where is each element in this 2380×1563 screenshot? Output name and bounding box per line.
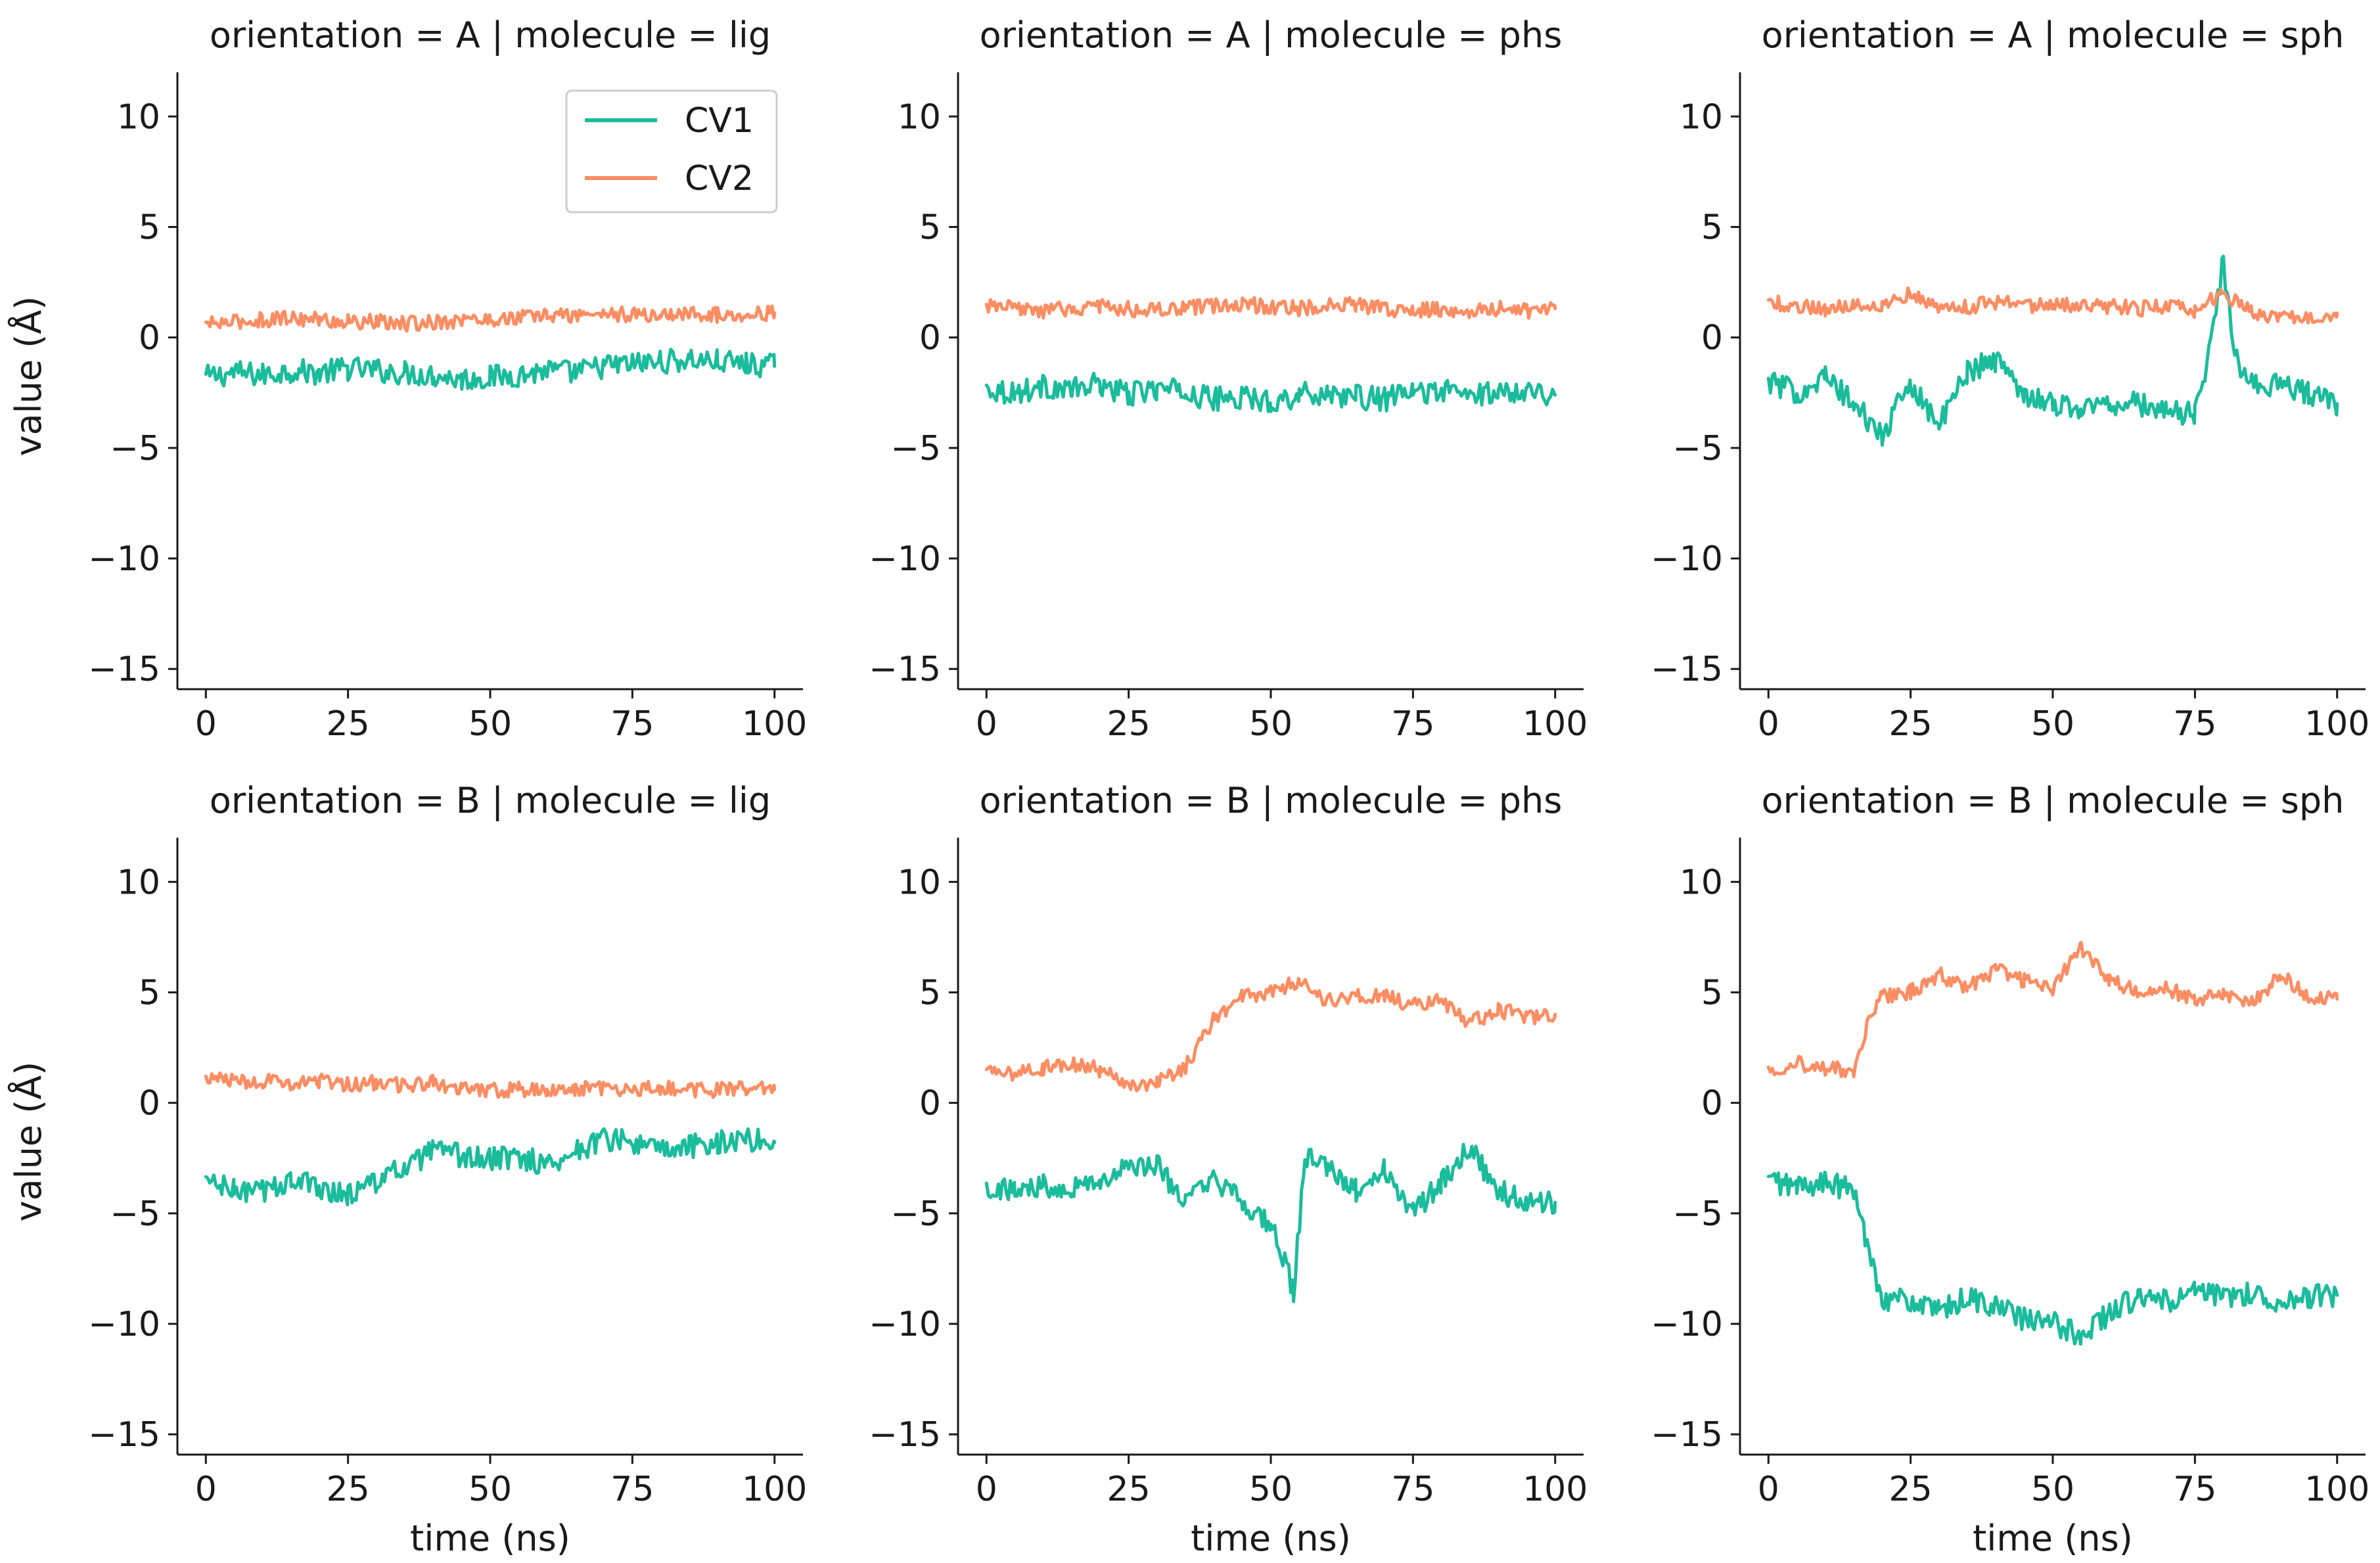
legend-label-cv1: CV1 [685,101,754,141]
panel-title: orientation = A | molecule = sph [1762,14,2345,56]
x-axis-label: time (ns) [410,1518,570,1559]
panel-3: orientation = A | molecule = sph −15 −10 −5… [1651,14,2369,744]
y-tick-label: 5 [1701,208,1723,247]
y-tick-label: −10 [1651,539,1723,579]
x-tick-label: 75 [2173,704,2216,744]
y-tick-label: −10 [1651,1305,1723,1344]
x-tick-label: 50 [469,1470,512,1509]
y-tick-label: 5 [139,973,160,1012]
x-tick-label: 100 [2304,704,2369,744]
y-tick-label: −15 [1651,650,1723,689]
y-tick-label: 5 [139,208,160,247]
x-tick-label: 0 [976,1470,997,1509]
y-tick-label: −15 [1651,1415,1723,1455]
y-axis-label: value (Å) [7,1062,49,1222]
x-tick-label: 0 [1758,704,1779,744]
x-tick-label: 100 [742,704,807,744]
y-tick-label: 10 [898,97,941,137]
panel-title: orientation = B | molecule = phs [980,780,1563,821]
y-tick-label: −5 [1672,429,1723,468]
series-line-cv1 [204,1127,777,1207]
x-tick-label: 100 [1522,704,1588,744]
series-line-cv2 [1766,286,2339,325]
y-tick-label: 0 [139,319,160,358]
y-tick-label: 5 [919,973,941,1012]
y-tick-label: 10 [117,97,160,137]
y-tick-label: −5 [890,1194,941,1234]
series-line-cv2 [984,296,1557,320]
panel-title: orientation = A | molecule = lig [210,14,771,56]
y-axis-label: value (Å) [7,296,49,457]
series-line-cv1 [1766,1170,2339,1346]
y-tick-label: 0 [919,319,941,358]
panel-title: orientation = A | molecule = phs [980,14,1563,56]
y-tick-label: −10 [88,539,160,579]
y-tick-label: 0 [1701,319,1723,358]
y-tick-label: −10 [869,539,941,579]
panel-1: orientation = A | molecule = lig −15 −10 −5… [7,14,807,744]
x-tick-label: 100 [2304,1470,2369,1509]
y-tick-label: 10 [1680,863,1723,902]
series-line-cv2 [984,976,1557,1093]
series-line-cv1 [984,1143,1557,1303]
x-tick-label: 0 [195,1470,217,1509]
x-tick-label: 25 [1889,704,1933,744]
x-tick-label: 25 [1107,704,1151,744]
y-tick-label: −10 [88,1305,160,1344]
panel-5: orientation = B | molecule = phs −15 −10 −5… [869,780,1588,1559]
series-line-cv1 [1766,254,2339,447]
x-tick-label: 50 [469,704,512,744]
series-line-cv2 [1766,941,2339,1079]
x-tick-label: 50 [2031,1470,2074,1509]
y-tick-label: 10 [1680,97,1723,137]
y-tick-label: −10 [869,1305,941,1344]
y-tick-label: 0 [139,1084,160,1123]
x-tick-label: 25 [1889,1470,1933,1509]
y-tick-label: 0 [919,1084,941,1123]
y-tick-label: −15 [869,650,941,689]
panel-title: orientation = B | molecule = sph [1762,780,2345,821]
x-tick-label: 50 [1249,1470,1293,1509]
x-axis-label: time (ns) [1973,1518,2133,1559]
x-tick-label: 25 [327,1470,370,1509]
panel-title: orientation = B | molecule = lig [210,780,771,821]
y-tick-label: 5 [1701,973,1723,1012]
x-tick-label: 25 [327,704,370,744]
y-tick-label: −15 [88,1415,160,1455]
y-tick-label: 10 [898,863,941,902]
x-axis-label: time (ns) [1191,1518,1351,1559]
y-tick-label: −5 [110,429,160,468]
panel-2: orientation = A | molecule = phs −15 −10 −5… [869,14,1588,744]
y-tick-label: 10 [117,863,160,902]
x-tick-label: 75 [1391,704,1434,744]
y-tick-label: −5 [1672,1194,1723,1234]
y-tick-label: 5 [919,208,941,247]
series-line-cv1 [984,371,1557,413]
x-tick-label: 0 [195,704,217,744]
panel-4: orientation = B | molecule = lig −15 −10 −5… [7,780,807,1559]
x-tick-label: 0 [976,704,997,744]
x-tick-label: 25 [1107,1470,1151,1509]
y-tick-label: −5 [110,1194,160,1234]
x-tick-label: 100 [1522,1470,1588,1509]
x-tick-label: 75 [1391,1470,1434,1509]
x-tick-label: 75 [2173,1470,2216,1509]
series-line-cv1 [204,348,777,391]
y-tick-label: −15 [88,650,160,689]
x-tick-label: 75 [610,704,654,744]
x-tick-label: 50 [1249,704,1293,744]
panel-6: orientation = B | molecule = sph −15 −10 −5… [1651,780,2369,1559]
x-tick-label: 50 [2031,704,2074,744]
y-tick-label: −15 [869,1415,941,1455]
legend-label-cv2: CV2 [685,159,754,198]
y-tick-label: −5 [890,429,941,468]
x-tick-label: 0 [1758,1470,1779,1509]
y-tick-label: 0 [1701,1084,1723,1123]
series-line-cv2 [204,1071,777,1099]
series-line-cv2 [204,304,777,333]
x-tick-label: 100 [742,1470,807,1509]
x-tick-label: 75 [610,1470,654,1509]
